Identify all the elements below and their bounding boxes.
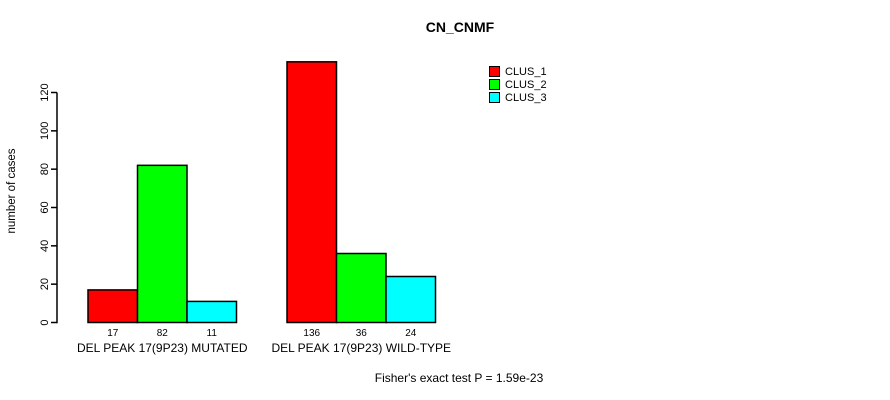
y-tick-label: 80 [39,163,51,175]
legend-label-clus3: CLUS_3 [505,91,547,104]
bar-value-label: 82 [157,328,169,339]
legend-swatch-clus1-icon [489,66,500,77]
bar-value-label: 11 [207,328,218,339]
legend-item-clus2: CLUS_2 [489,78,547,91]
chart-title: CN_CNMF [425,19,495,35]
bar-clus_2-group2 [335,252,387,324]
bar-value-label: 17 [107,328,119,339]
bar-clus_2-group1 [136,164,188,324]
y-tick-label: 60 [39,201,51,213]
legend-item-clus1: CLUS_1 [489,65,547,78]
bar-clus_1-group1 [87,289,139,324]
bar-clus_1-group2 [286,61,338,324]
legend: CLUS_1 CLUS_2 CLUS_3 [489,65,547,104]
group-label: DEL PEAK 17(9P23) MUTATED [77,341,248,355]
legend-swatch-clus3-icon [489,92,500,103]
legend-swatch-clus2-icon [489,79,500,90]
bar-clus_3-group2 [385,275,437,324]
group-label: DEL PEAK 17(9P23) WILD-TYPE [271,341,451,355]
bar-clus_3-group1 [186,300,238,324]
bar-value-label: 136 [303,328,320,339]
legend-label-clus2: CLUS_2 [505,78,547,91]
legend-label-clus1: CLUS_1 [505,65,547,78]
y-tick-label: 120 [39,83,51,101]
y-tick-label: 0 [39,319,51,325]
fisher-test-note: Fisher's exact test P = 1.59e-23 [374,371,544,385]
y-tick-label: 100 [39,122,51,140]
bar-value-label: 36 [356,328,368,339]
y-axis-label: number of cases [6,148,18,233]
bar-value-label: 24 [405,328,417,339]
legend-item-clus3: CLUS_3 [489,91,547,104]
y-tick-label: 40 [39,240,51,252]
y-tick-label: 20 [39,278,51,290]
